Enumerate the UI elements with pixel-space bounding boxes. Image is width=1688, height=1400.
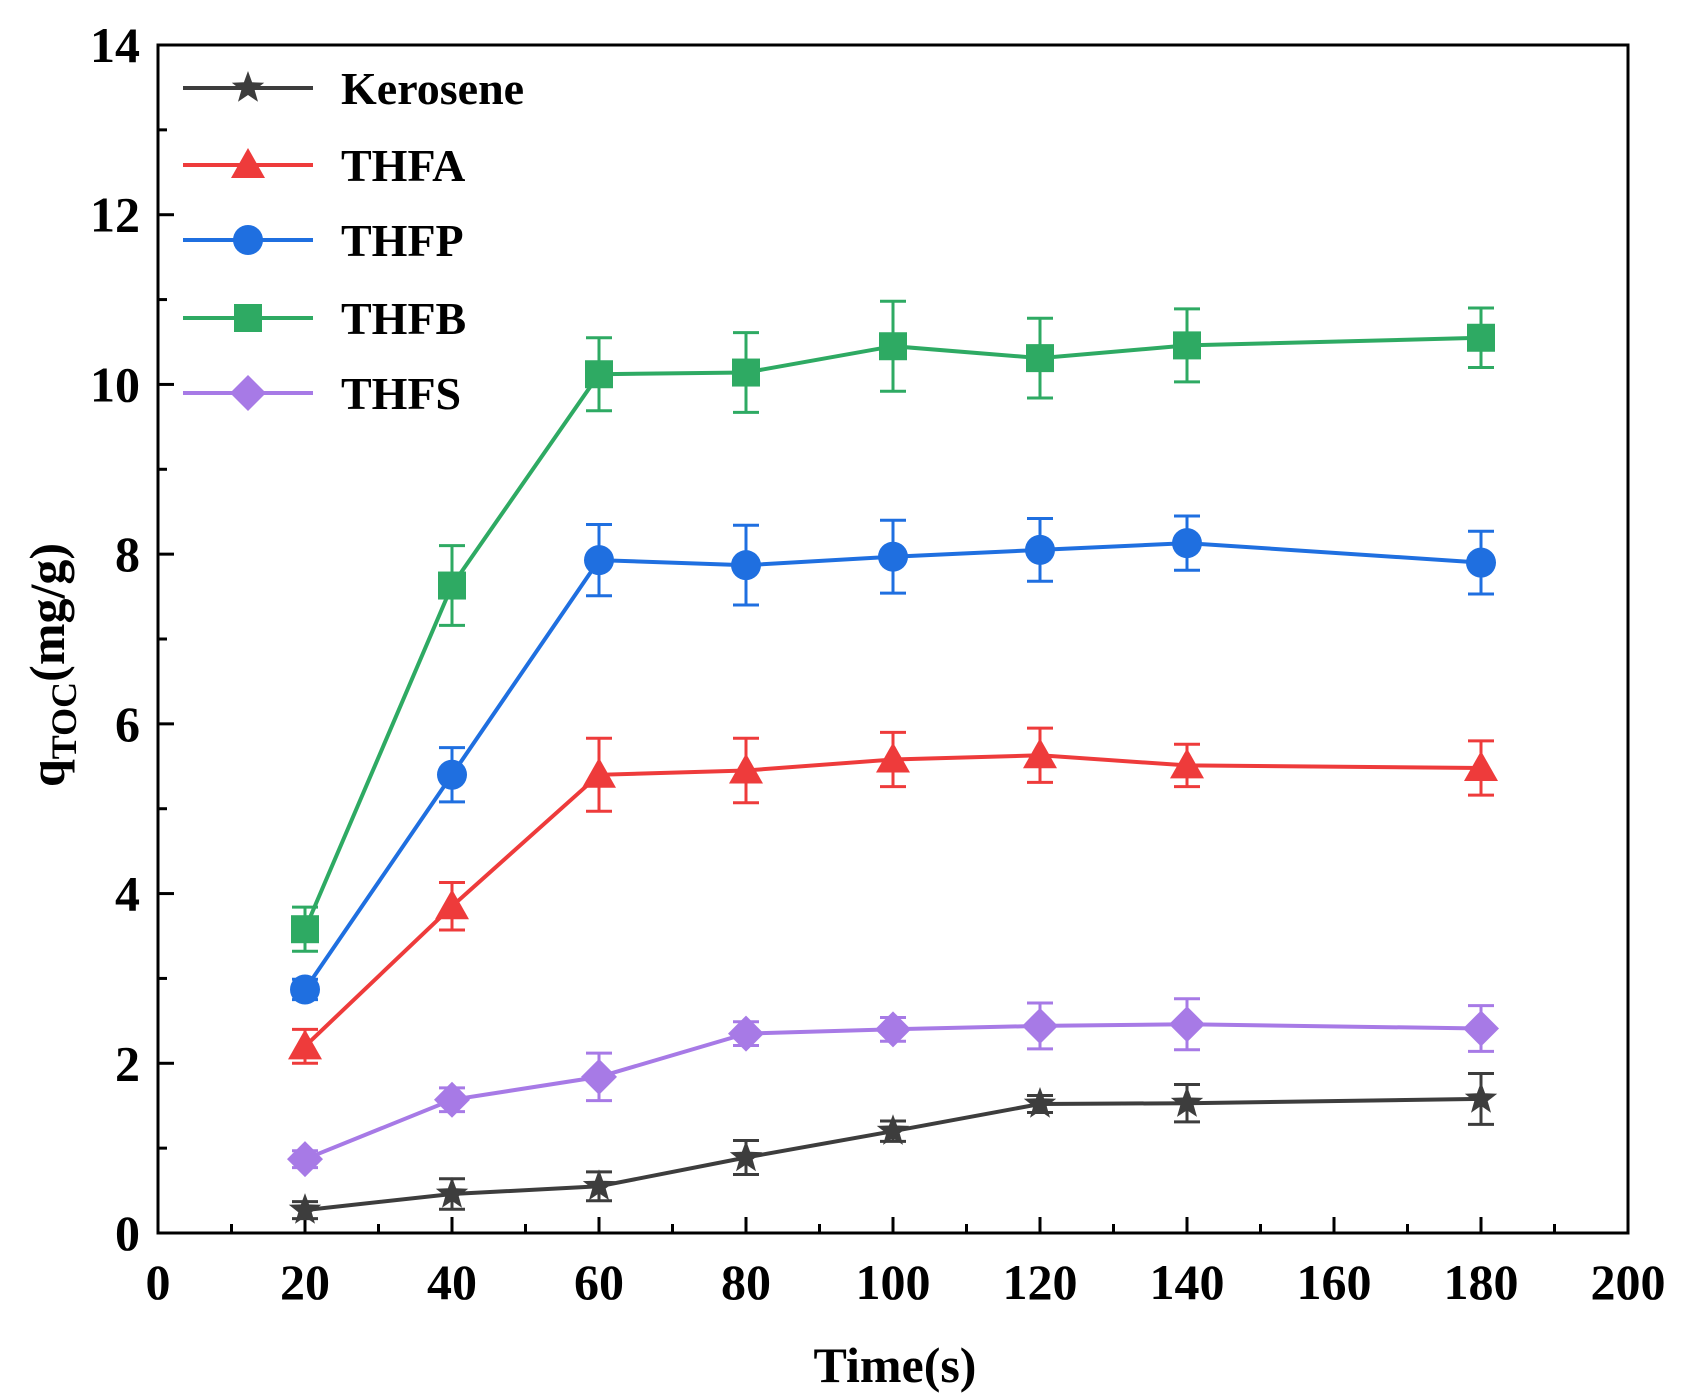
data-point-thfb	[1467, 323, 1495, 352]
legend-marker-thfa	[231, 148, 265, 178]
series-thfs	[287, 997, 1499, 1178]
data-point-thfb	[1026, 344, 1054, 373]
series-kerosene	[288, 1071, 1498, 1224]
data-point-thfp	[1172, 528, 1202, 559]
x-tick-label: 80	[721, 1254, 771, 1310]
series-thfp	[290, 514, 1496, 1005]
data-point-kerosene	[288, 1193, 322, 1224]
data-point-thfa	[288, 1029, 322, 1060]
y-axis-title-unit: (mg/g)	[19, 543, 75, 682]
x-tick-label: 200	[1591, 1254, 1666, 1310]
legend-label-thfa: THFA	[341, 140, 465, 191]
series-line-kerosene	[304, 1096, 1482, 1213]
legend-marker-kerosene	[231, 71, 265, 102]
x-tick-label: 160	[1297, 1254, 1372, 1310]
data-point-kerosene	[582, 1169, 616, 1201]
data-point-thfb	[291, 915, 319, 944]
y-tick-label: 14	[90, 17, 140, 73]
data-point-thfs	[1463, 1010, 1499, 1047]
legend: Kerosene THFA THFP THFB THFS	[183, 63, 524, 419]
x-axis-title: Time(s)	[814, 1337, 977, 1393]
y-tick-label: 2	[115, 1035, 140, 1091]
data-point-thfs	[1169, 1006, 1205, 1043]
data-point-thfb	[1173, 331, 1201, 360]
legend-item-thfa: THFA	[183, 140, 465, 191]
x-tick-label: 140	[1150, 1254, 1225, 1310]
data-point-thfp	[1025, 534, 1055, 565]
data-point-thfb	[585, 360, 613, 389]
data-point-thfp	[1466, 547, 1496, 578]
x-tick-label: 40	[427, 1254, 477, 1310]
y-tick-label: 10	[90, 356, 140, 412]
series-layer	[287, 299, 1499, 1224]
x-tick-label: 0	[146, 1254, 171, 1310]
legend-item-thfp: THFP	[183, 215, 464, 266]
data-point-thfa	[1464, 750, 1498, 781]
x-tick-label: 20	[280, 1254, 330, 1310]
x-tick-label: 180	[1444, 1254, 1519, 1310]
legend-label-thfp: THFP	[341, 215, 464, 266]
data-point-thfa	[1170, 748, 1204, 779]
data-point-kerosene	[1023, 1087, 1057, 1118]
data-point-thfa	[582, 757, 616, 788]
data-point-thfb	[438, 571, 466, 600]
data-point-thfs	[434, 1081, 470, 1118]
x-tick-label: 100	[856, 1254, 931, 1310]
y-tick-label: 4	[115, 866, 140, 922]
legend-item-thfb: THFB	[183, 293, 466, 344]
y-axis-title-subscript: TOC	[44, 682, 84, 759]
x-tick-label: 120	[1003, 1254, 1078, 1310]
series-line-thfb	[303, 335, 1482, 930]
series-thfb	[291, 299, 1495, 953]
x-tick-label: 60	[574, 1254, 624, 1310]
data-point-kerosene	[435, 1177, 469, 1208]
data-point-thfa	[1023, 738, 1057, 769]
data-point-thfb	[732, 358, 760, 387]
y-tick-label: 8	[115, 526, 140, 582]
data-point-thfp	[584, 545, 614, 576]
data-point-thfp	[437, 759, 467, 790]
data-point-thfa	[876, 742, 910, 773]
y-axis-title-main: q	[19, 759, 75, 787]
data-point-kerosene	[876, 1114, 910, 1145]
series-thfa	[288, 726, 1498, 1065]
legend-label-thfs: THFS	[341, 368, 461, 419]
legend-marker-thfb	[234, 304, 262, 332]
data-point-thfs	[287, 1141, 323, 1178]
legend-marker-thfs	[230, 375, 266, 411]
data-point-kerosene	[1170, 1086, 1204, 1117]
series-line-thfa	[303, 753, 1482, 1048]
data-point-thfs	[875, 1011, 911, 1048]
data-point-thfp	[290, 974, 320, 1005]
data-point-thfs	[728, 1015, 764, 1052]
data-point-thfb	[879, 332, 907, 361]
legend-marker-thfp	[233, 225, 263, 255]
y-axis-title: qTOC(mg/g)	[19, 543, 84, 787]
x-axis: 0 20 40 60 80 100 120 140 160 180 200	[146, 1217, 1666, 1310]
data-point-kerosene	[1464, 1081, 1498, 1113]
data-point-thfs	[581, 1058, 617, 1095]
legend-item-kerosene: Kerosene	[183, 63, 524, 114]
legend-item-thfs: THFS	[183, 368, 461, 419]
legend-label-kerosene: Kerosene	[341, 63, 524, 114]
y-tick-label: 0	[115, 1205, 140, 1261]
data-point-thfs	[1022, 1007, 1058, 1044]
data-point-thfa	[729, 753, 763, 784]
legend-label-thfb: THFB	[341, 293, 466, 344]
y-tick-label: 12	[90, 187, 140, 243]
data-point-kerosene	[729, 1140, 763, 1172]
y-axis: 0 2 4 6 8 10 12 14	[90, 17, 174, 1261]
data-point-thfp	[878, 541, 908, 572]
series-line-thfs	[304, 1022, 1482, 1162]
y-tick-label: 6	[115, 696, 140, 752]
data-point-thfa	[435, 889, 469, 920]
series-line-thfp	[303, 541, 1482, 991]
data-point-thfp	[731, 550, 761, 581]
